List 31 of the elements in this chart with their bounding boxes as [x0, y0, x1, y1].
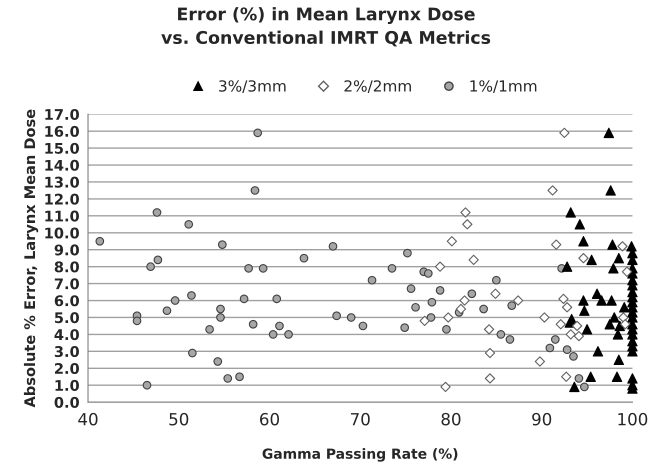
y-tick-label: 12.0: [45, 194, 79, 205]
x-tick-label: 40: [78, 412, 98, 426]
x-tick-label: 100: [618, 412, 648, 426]
y-tick-label: 13.0: [45, 176, 79, 188]
legend-label: 2%/2mm: [344, 80, 411, 93]
y-tick-label: 15.0: [45, 142, 79, 154]
x-tick-label: 60: [260, 412, 279, 426]
y-tick-label: 9.0: [54, 244, 79, 256]
y-tick-label: 14.0: [45, 160, 79, 171]
y-tick-label: 16.0: [45, 126, 79, 137]
x-tick-label: 70: [350, 412, 370, 426]
y-tick-label: 2.0: [55, 362, 79, 374]
y-tick-label: 3.0: [54, 346, 79, 358]
y-axis-title: Absolute % Error, Larynx Mean Dose: [24, 110, 38, 408]
y-tick-label: 8.0: [54, 261, 79, 272]
x-tick-label: 90: [532, 412, 552, 426]
chart-title: Error (%) in Mean Larynx Dose vs. Conventional IMRT QA Metrics: [161, 7, 490, 46]
y-tick-label: 11.0: [45, 210, 79, 222]
y-tick-label: 7.0: [54, 278, 79, 290]
x-axis-title: Gamma Passing Rate (%): [262, 448, 458, 462]
x-tick-label: 50: [169, 412, 188, 426]
y-tick-label: 10.0: [45, 227, 79, 239]
y-tick-label: 17.0: [45, 108, 79, 120]
y-tick-label: 1.0: [56, 380, 79, 391]
legend-label: 1%/1mm: [470, 80, 536, 93]
y-tick-label: 0.0: [54, 396, 79, 408]
x-tick-label: 80: [441, 412, 460, 426]
y-tick-label: 4.0: [54, 329, 79, 340]
y-tick-label: 5.0: [54, 312, 79, 324]
legend-label: 3%/3mm: [219, 80, 286, 93]
y-tick-label: 6.0: [54, 295, 79, 306]
